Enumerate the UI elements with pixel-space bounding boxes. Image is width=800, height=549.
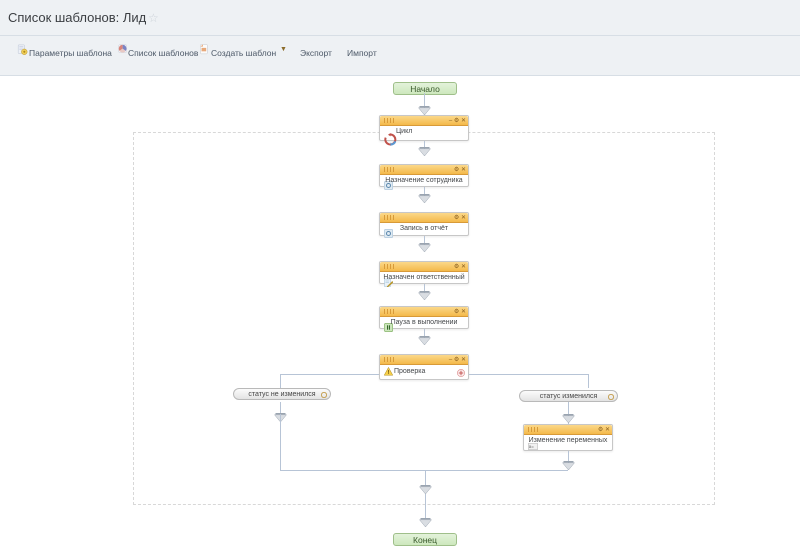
svg-text:x=: x= (529, 444, 534, 449)
